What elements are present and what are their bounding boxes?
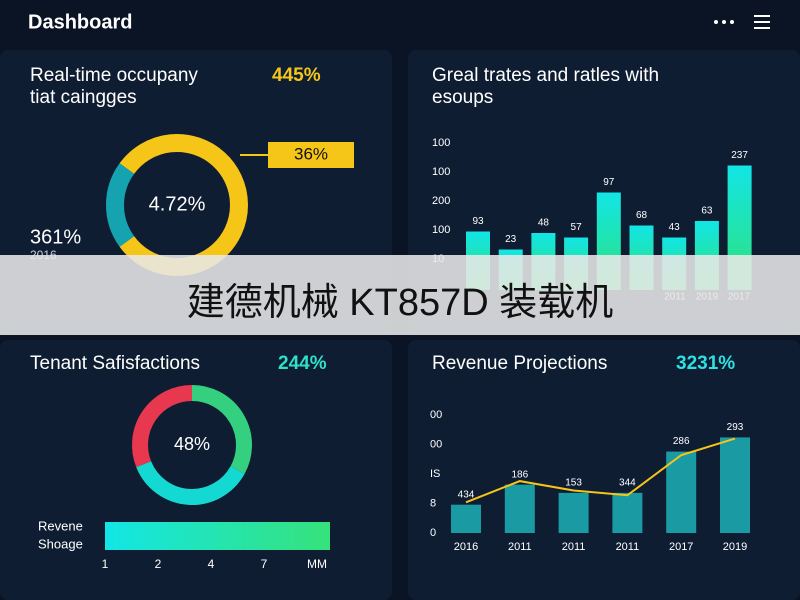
y-tick-label: 100 [432,166,450,178]
bar-label: 293 [727,422,744,433]
donut-segment [136,460,245,505]
x-tick-label: 2019 [723,541,747,553]
bar-label: 153 [565,478,582,489]
donut-segment [106,163,135,247]
panel-title: Revenue Projections [432,353,607,374]
scale-label: 1 [102,557,109,571]
badge [268,142,354,168]
x-tick-label: 2011 [508,541,532,553]
x-tick-label: 2017 [669,541,693,553]
panel [0,340,392,600]
side-value: 361% [30,226,81,248]
bar-label: 237 [731,150,748,161]
trend-line [465,437,736,504]
bar [504,484,535,533]
panel-title: Greal trates and ratles with [432,65,659,86]
donut-center: 48% [174,434,210,454]
x-tick-label: 2016 [454,541,478,553]
headline: 445% [272,65,321,86]
bar [451,504,481,533]
bar-label: 68 [636,210,648,221]
scale-label: 7 [261,557,268,571]
bar-label: 97 [603,177,615,188]
y-tick-label: 8 [430,497,436,509]
donut-segment [191,385,252,474]
headline: 3231% [676,353,735,374]
panel-title: tiat caingges [30,87,137,108]
badge-label: 36% [294,144,328,163]
bar-label: 434 [458,489,475,500]
bar-label: 344 [619,478,636,489]
y-tick-label: 00 [430,438,442,450]
bar-label: 63 [701,206,713,217]
y-tick-label: 200 [432,195,450,207]
bar-label: 43 [669,222,681,233]
panel-title: Tenant Safisfactions [30,353,200,374]
headline: 244% [278,353,327,374]
y-tick-label: IS [430,468,440,480]
menu-icon[interactable] [754,15,770,29]
scale-label: 2 [155,557,162,571]
scale-label: MM [307,557,327,571]
y-tick-label: 00 [430,409,442,421]
y-tick-label: 100 [432,224,450,236]
bar [558,492,589,533]
overlay-band [0,255,800,335]
bar [666,451,697,533]
bar-label: 23 [505,234,517,245]
y-tick-label: 0 [430,527,436,539]
bar-label: Shoage [38,536,83,551]
bar-label: 286 [673,436,690,447]
bar-label: 93 [472,216,484,227]
header-title: Dashboard [28,11,132,33]
bar-label: Revene [38,518,83,533]
donut-center: 4.72% [149,193,206,215]
scale-label: 4 [208,557,215,571]
bar-label: 48 [538,218,550,229]
panel-title: esoups [432,87,493,108]
more-icon[interactable] [714,20,734,24]
bar-label: 186 [511,469,528,480]
x-tick-label: 2011 [562,541,586,553]
bar [612,492,643,533]
x-tick-label: 2011 [616,541,640,553]
panel-title: Real-time occupany [30,65,198,86]
donut-segment [132,385,193,468]
bar-label: 57 [571,222,583,233]
panel [408,340,800,600]
y-tick-label: 100 [432,137,450,149]
progress-bar [105,522,330,550]
bar [720,437,750,533]
overlay-text: 建德机械 KT857D 装载机 [187,282,614,324]
